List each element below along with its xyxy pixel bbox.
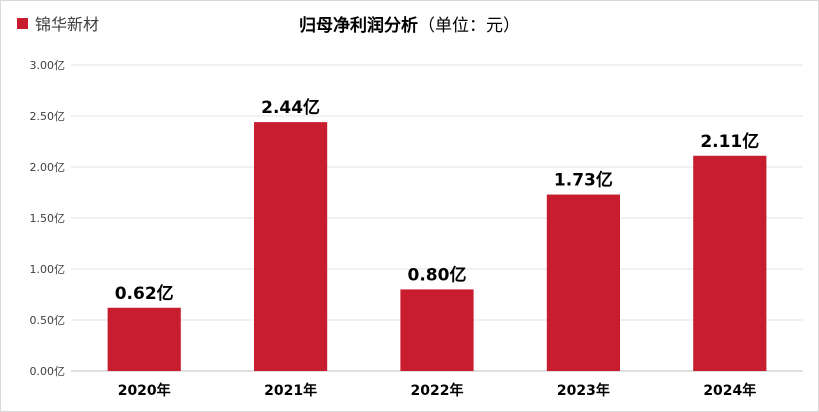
chart-title-unit: （单位：元） [418,16,520,36]
x-category-label: 2024年 [703,382,756,399]
bar [107,307,181,371]
data-label: 2.11亿 [700,131,759,152]
bar [400,289,474,371]
bar [254,122,328,372]
y-tick-label: 1.00亿 [30,263,66,276]
legend-label: 锦华新材 [35,15,100,34]
x-category-label: 2023年 [557,382,610,399]
data-label: 0.80亿 [408,264,467,285]
y-tick-label: 0.00亿 [30,365,66,378]
data-label: 1.73亿 [554,170,613,191]
x-category-label: 2022年 [411,382,464,399]
data-label: 0.62亿 [115,283,174,304]
y-tick-label: 2.50亿 [30,110,66,123]
y-tick-label: 0.50亿 [30,314,66,327]
data-label: 2.44亿 [261,97,320,118]
x-category-label: 2020年 [118,382,171,399]
bar [546,194,620,371]
chart-title: 归母净利润分析（单位：元） [1,11,818,36]
y-tick-label: 2.00亿 [30,161,66,174]
chart-title-main: 归母净利润分析 [299,16,418,36]
x-category-label: 2021年 [264,382,317,399]
y-tick-label: 3.00亿 [30,59,66,72]
bar [693,155,767,371]
legend: 锦华新材 [17,11,99,35]
legend-swatch [17,17,28,29]
y-tick-label: 1.50亿 [30,212,66,225]
